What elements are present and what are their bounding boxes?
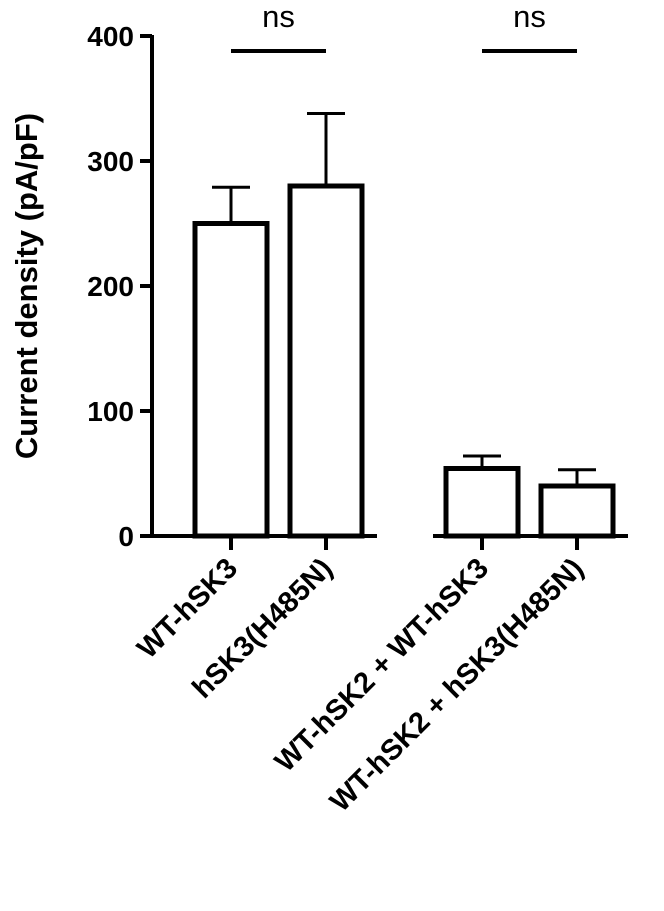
significance-label: ns	[513, 0, 546, 34]
y-tick-label: 400	[87, 21, 134, 52]
bar	[287, 183, 365, 539]
error-bars-layer	[212, 112, 596, 486]
significance-label: ns	[262, 0, 295, 34]
y-tick-label: 0	[118, 521, 134, 552]
y-tick-label: 200	[87, 271, 134, 302]
bar	[192, 221, 270, 539]
bars-layer	[192, 183, 616, 539]
y-axis: 0 100 200 300 400	[87, 21, 154, 552]
bar	[538, 483, 616, 539]
bar	[443, 466, 521, 539]
y-tick-label: 300	[87, 146, 134, 177]
y-axis-label: Current density (pA/pF)	[9, 113, 44, 459]
y-tick-label: 100	[87, 396, 134, 427]
significance-layer: ns ns	[231, 0, 577, 53]
